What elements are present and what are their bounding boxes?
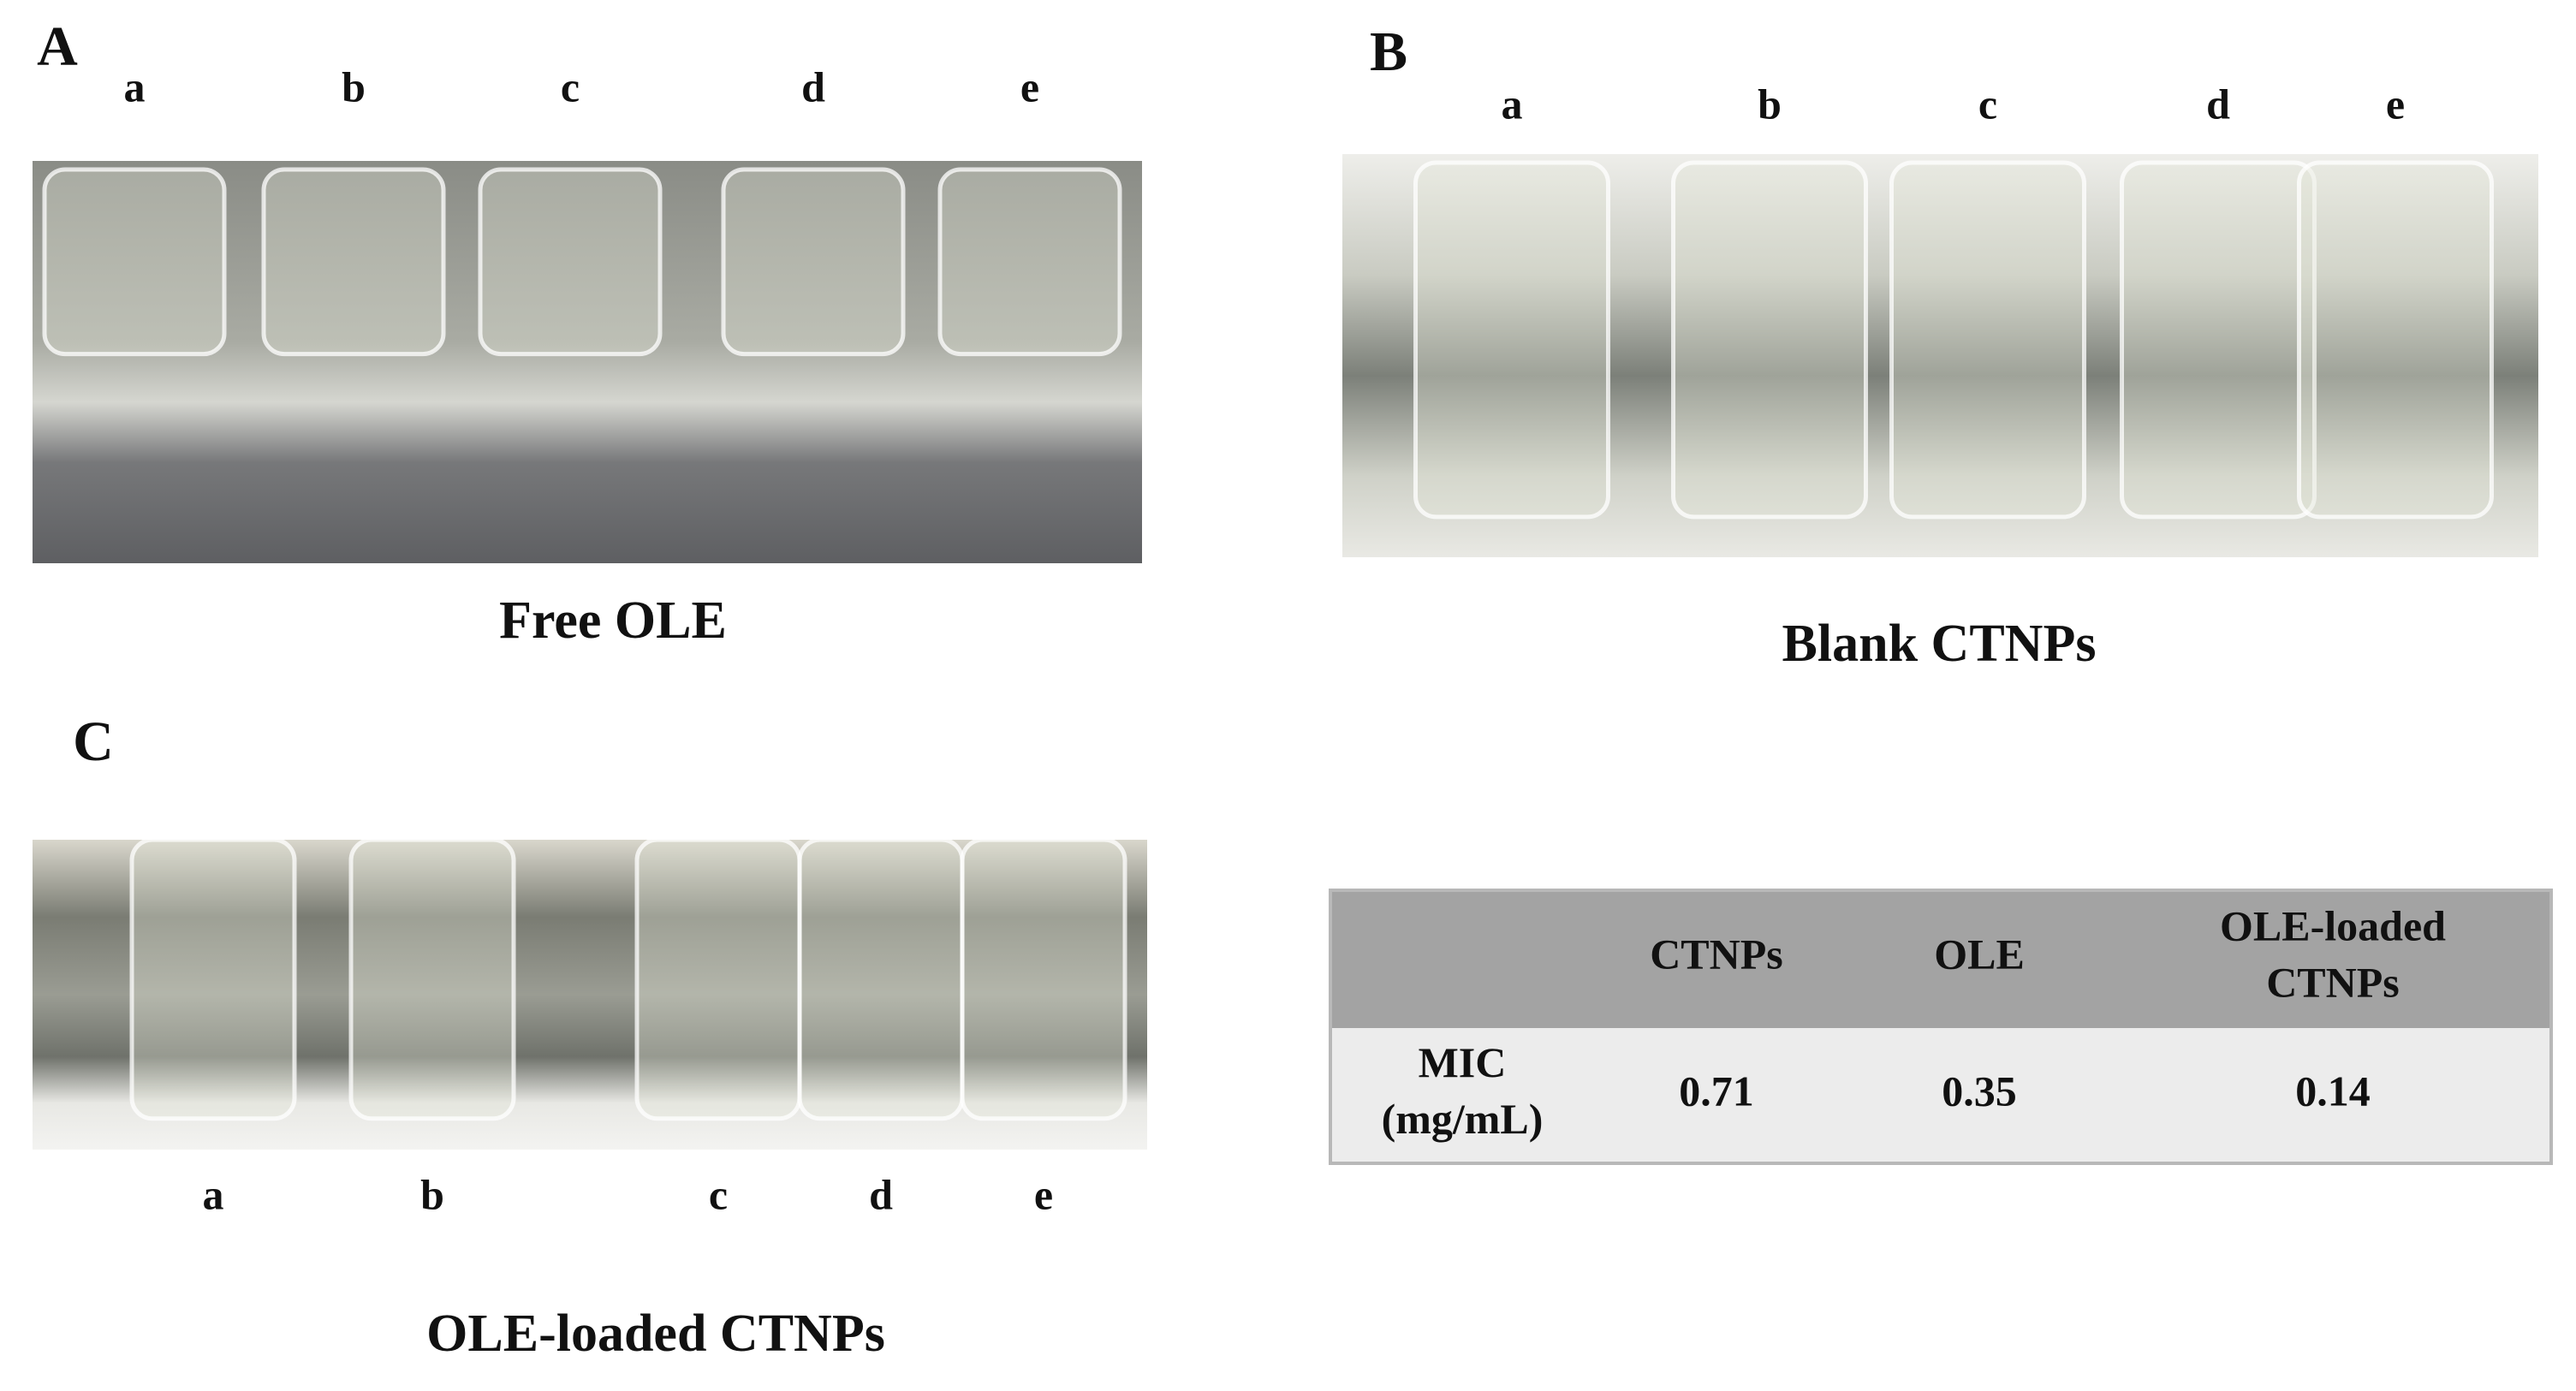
vial — [960, 837, 1127, 1121]
tube-label: b — [342, 62, 366, 110]
tube-label: c — [561, 62, 580, 110]
tube-label: b — [420, 1170, 444, 1218]
table-border — [1329, 889, 2553, 1165]
panel-label: B — [1370, 21, 1407, 83]
vial — [1671, 160, 1868, 520]
tube-label: c — [1978, 80, 1997, 128]
vial — [1413, 160, 1610, 520]
vial — [721, 167, 906, 357]
tube-label: e — [2386, 80, 2405, 128]
vial — [348, 837, 516, 1121]
panel-caption: Blank CTNPs — [1782, 615, 2097, 673]
tube-label: d — [2206, 80, 2230, 128]
panel-label: A — [37, 15, 78, 78]
vial — [478, 167, 663, 357]
tube-label: e — [1020, 62, 1039, 110]
tube-label: d — [801, 62, 825, 110]
tube-label: d — [869, 1170, 893, 1218]
table-header: OLE — [1934, 930, 2025, 978]
table-header: OLE-loaded CTNPs — [2220, 902, 2446, 1007]
vial — [42, 167, 227, 357]
panel-caption: Free OLE — [499, 591, 727, 650]
vial — [2120, 160, 2317, 520]
tube-label: a — [1502, 80, 1523, 128]
photo — [1342, 154, 2538, 557]
vial — [2297, 160, 2494, 520]
vial — [261, 167, 446, 357]
table-value: 0.35 — [1942, 1067, 2017, 1115]
tube-label: b — [1758, 80, 1782, 128]
row-label: MIC (mg/mL) — [1382, 1038, 1544, 1143]
vial — [1889, 160, 2086, 520]
vial — [129, 837, 297, 1121]
table-value: 0.71 — [1679, 1067, 1754, 1115]
tube-label: c — [709, 1170, 728, 1218]
table-body-bg — [1330, 1028, 2551, 1163]
vial — [937, 167, 1122, 357]
table-header: CTNPs — [1650, 930, 1783, 978]
tube-label: a — [124, 62, 146, 110]
photo — [33, 161, 1142, 563]
vial — [797, 837, 965, 1121]
content: Aa b c d e Free OLE Ba b c d e Blank CTNPs Ca b c d e OLE… — [33, 15, 2553, 1363]
tube-label: a — [203, 1170, 224, 1218]
panel-label: C — [73, 710, 114, 773]
tube-label: e — [1034, 1170, 1053, 1218]
vial — [634, 837, 802, 1121]
table-header-bg — [1330, 890, 2551, 1028]
panel-caption: OLE-loaded CTNPs — [426, 1305, 885, 1363]
table-value: 0.14 — [2295, 1067, 2371, 1115]
